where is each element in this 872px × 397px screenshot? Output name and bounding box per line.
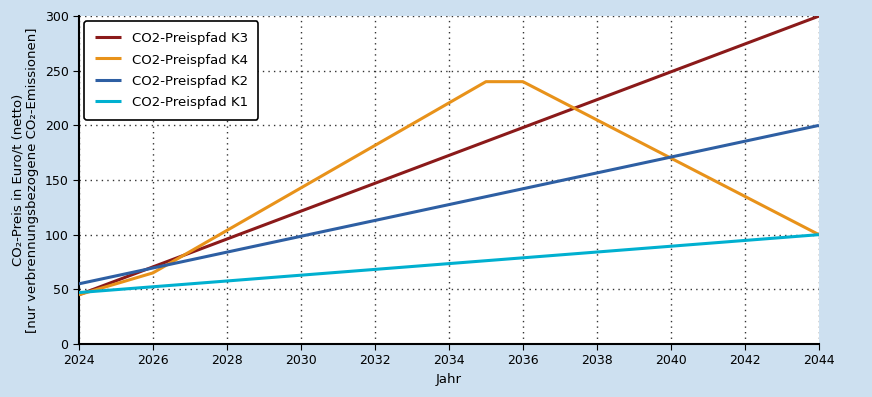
- CO2-Preispfad K4: [814, 232, 824, 237]
- CO2-Preispfad K4: [518, 79, 528, 84]
- X-axis label: Jahr: Jahr: [436, 373, 462, 386]
- Y-axis label: CO₂-Preis in Euro/t (netto)
[nur verbrennungsbezogene CO₂-Emissionen]: CO₂-Preis in Euro/t (netto) [nur verbren…: [11, 27, 39, 333]
- CO2-Preispfad K4: [147, 270, 158, 275]
- Line: CO2-Preispfad K4: CO2-Preispfad K4: [79, 82, 819, 295]
- CO2-Preispfad K4: [480, 79, 491, 84]
- CO2-Preispfad K4: [74, 292, 85, 297]
- Legend: CO2-Preispfad K3, CO2-Preispfad K4, CO2-Preispfad K2, CO2-Preispfad K1: CO2-Preispfad K3, CO2-Preispfad K4, CO2-…: [85, 21, 258, 120]
